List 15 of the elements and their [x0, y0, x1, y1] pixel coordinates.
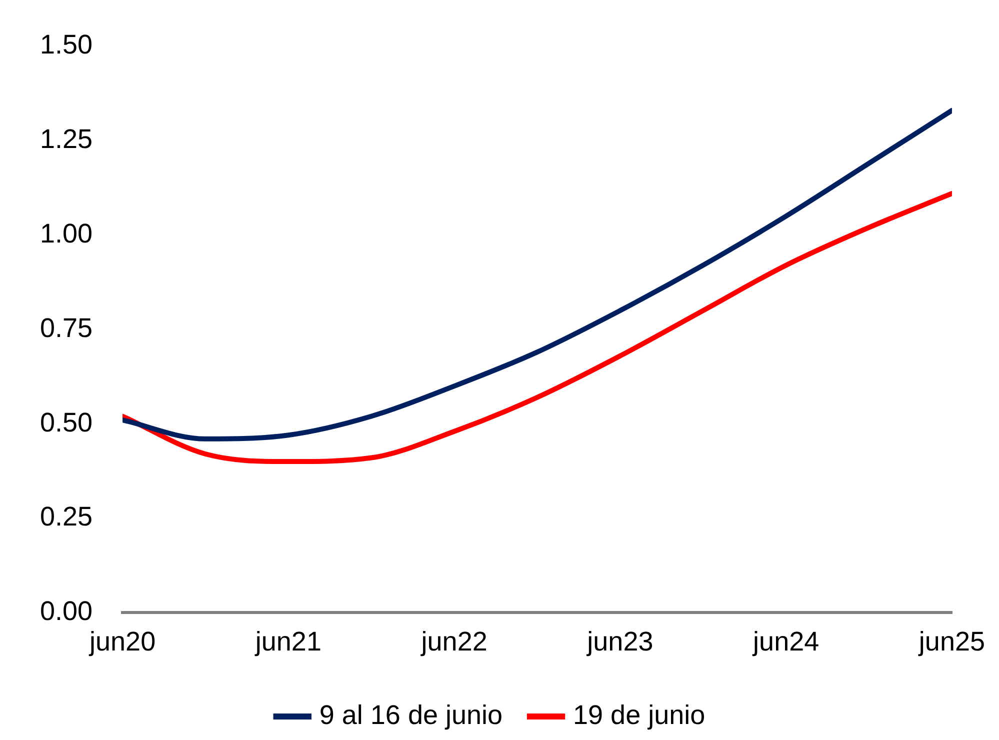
- x-tick-label: jun25: [918, 626, 986, 656]
- x-tick-label: jun23: [586, 626, 654, 656]
- y-tick-label: 1.00: [40, 218, 93, 248]
- legend-label: 19 de junio: [573, 700, 706, 730]
- x-tick-label: jun20: [88, 626, 156, 656]
- y-tick-label: 0.00: [40, 596, 93, 626]
- x-tick-label: jun24: [752, 626, 820, 656]
- y-tick-label: 0.25: [40, 502, 93, 532]
- y-tick-label: 1.25: [40, 124, 93, 154]
- x-tick-label: jun22: [420, 626, 488, 656]
- y-tick-label: 1.50: [40, 30, 93, 60]
- y-tick-label: 0.75: [40, 312, 93, 343]
- x-tick-label: jun21: [254, 626, 322, 656]
- y-tick-label: 0.50: [40, 407, 93, 438]
- legend-label: 9 al 16 de junio: [319, 700, 503, 730]
